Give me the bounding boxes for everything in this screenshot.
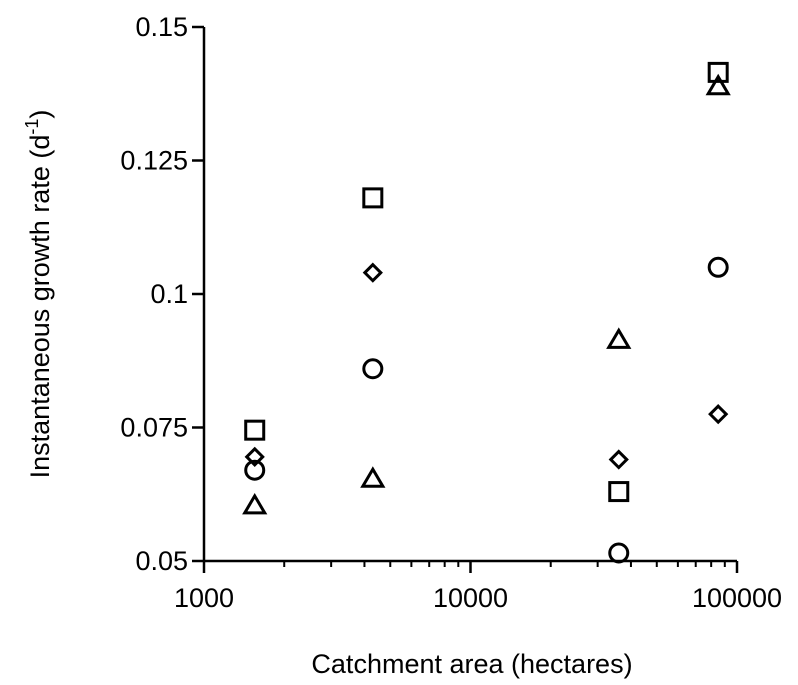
diamond-marker xyxy=(608,449,629,470)
triangle-marker xyxy=(705,73,731,96)
y-tick-label: 0.075 xyxy=(120,413,188,443)
circle-marker xyxy=(244,459,266,481)
x-ticks: 1000 10000 100000 xyxy=(174,561,782,613)
y-ticks: 0.05 0.075 0.1 0.125 0.15 xyxy=(120,12,204,576)
circle-marker xyxy=(362,358,384,380)
triangle-marker xyxy=(242,492,268,515)
square-marker xyxy=(362,187,384,209)
circle-marker xyxy=(707,256,729,278)
x-tick-label: 100000 xyxy=(692,583,782,613)
y-axis-label: Instantaneous growth rate (d-1) xyxy=(22,110,55,479)
diamond-marker xyxy=(708,404,729,425)
x-tick-label: 1000 xyxy=(174,583,234,613)
square-marker xyxy=(244,419,266,441)
y-tick-label: 0.05 xyxy=(135,546,188,576)
triangle-marker xyxy=(360,466,386,488)
y-tick-label: 0.125 xyxy=(120,146,188,176)
y-tick-label: 0.15 xyxy=(135,12,188,42)
diamond-marker xyxy=(244,446,265,467)
axes xyxy=(202,27,737,563)
square-marker xyxy=(608,481,630,503)
x-tick-label: 10000 xyxy=(433,583,508,613)
circle-marker xyxy=(608,542,630,564)
square-marker xyxy=(707,61,729,83)
y-tick-label: 0.1 xyxy=(150,279,188,309)
triangle-marker xyxy=(606,327,632,349)
diamond-marker xyxy=(362,262,383,283)
data-markers xyxy=(242,61,731,564)
x-axis-label: Catchment area (hectares) xyxy=(311,649,632,679)
